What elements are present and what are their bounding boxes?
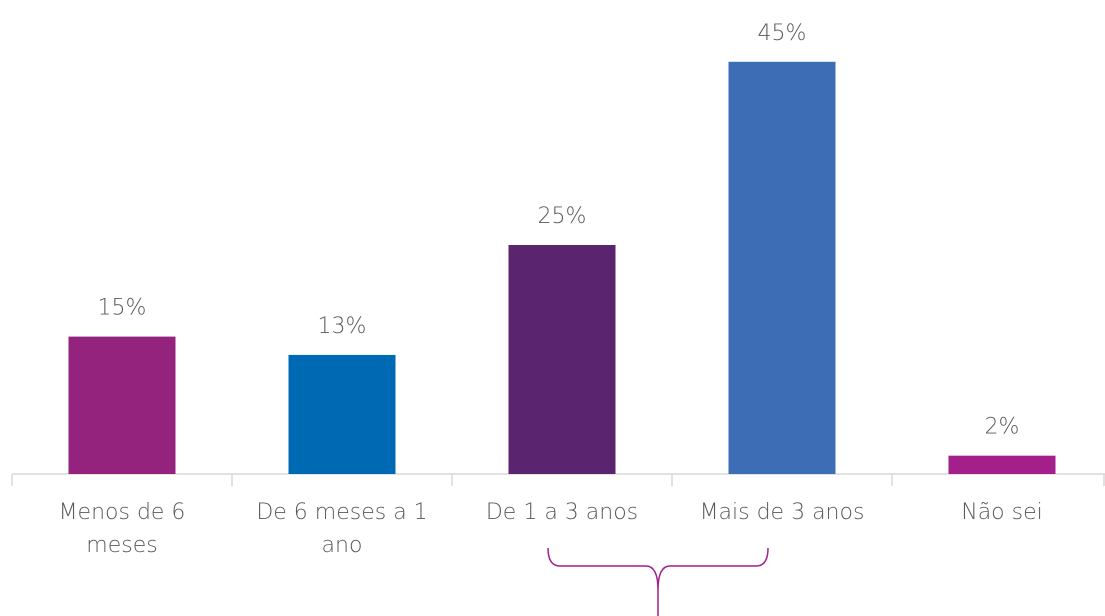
bar [68, 336, 176, 474]
bar [288, 354, 396, 474]
value-label: 15% [98, 296, 147, 321]
bar [728, 61, 836, 475]
x-tick-label: De 6 meses a 1 ano [256, 500, 428, 558]
x-tick-label: Não sei [961, 500, 1043, 525]
value-label: 13% [318, 314, 367, 339]
bar [508, 245, 616, 474]
value-label: 25% [538, 204, 587, 229]
x-tick-label: Menos de 6 meses [58, 500, 186, 558]
value-label: 2% [985, 415, 1020, 440]
x-tick-label: Mais de 3 anos [699, 500, 865, 525]
value-label: 45% [758, 21, 807, 46]
brace [547, 547, 769, 616]
x-tick-label: De 1 a 3 anos [485, 500, 639, 525]
bar [948, 455, 1056, 474]
